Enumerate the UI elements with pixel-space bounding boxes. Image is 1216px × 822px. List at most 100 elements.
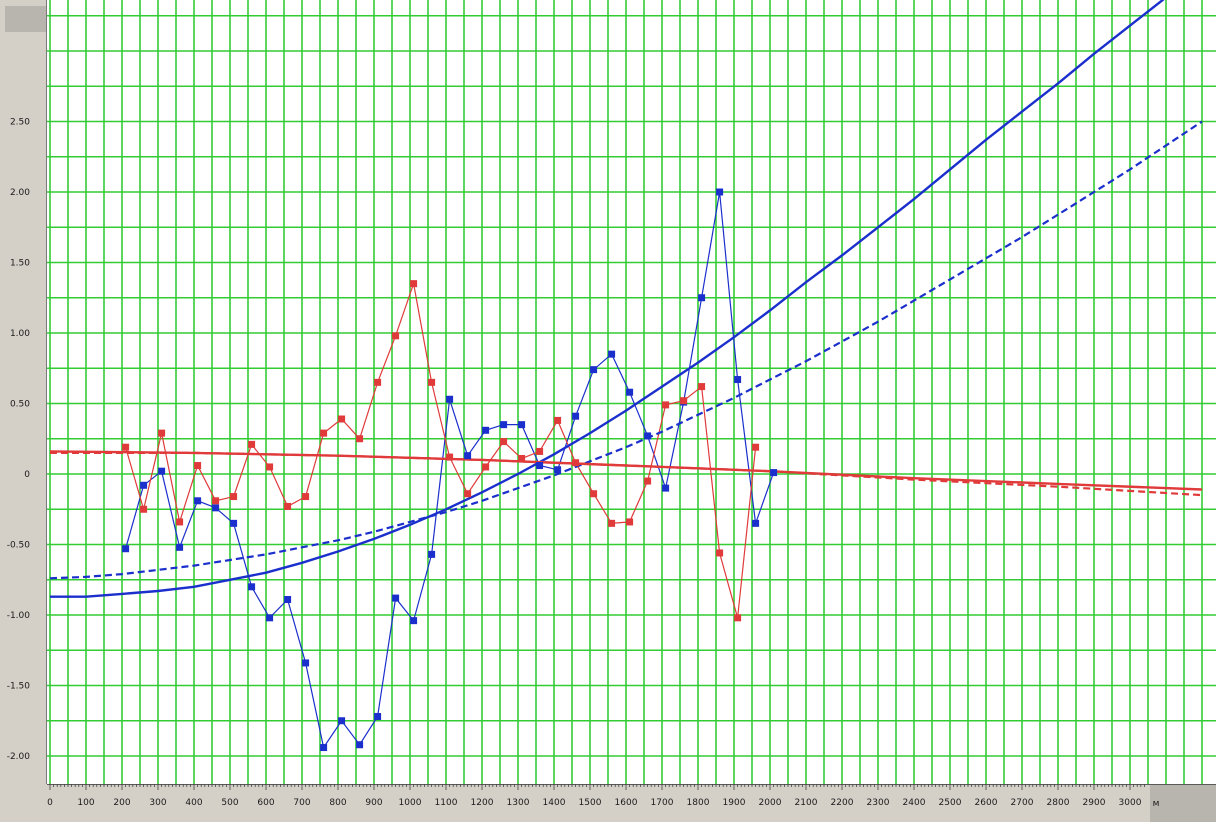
y-tick-label: -1.50 (7, 682, 31, 692)
blue-trend-solid (50, 0, 1165, 598)
marker-layer (122, 188, 778, 752)
y-axis-panel (0, 0, 47, 822)
corner-block (5, 6, 47, 32)
blue-data-point (608, 350, 616, 358)
y-axis-background (0, 0, 47, 822)
red-data-point (518, 454, 526, 462)
red-data-point (230, 493, 238, 501)
x-tick-label: 800 (329, 798, 346, 808)
red-data-point (608, 519, 616, 527)
x-tick-label: 1200 (471, 798, 494, 808)
blue-data-point (734, 376, 742, 384)
x-tick-label: 1900 (723, 798, 746, 808)
x-tick-label: 2600 (975, 798, 998, 808)
x-tick-label: 1800 (687, 798, 710, 808)
x-tick-label: 2500 (939, 798, 962, 808)
blue-data-point (122, 545, 130, 553)
x-tick-label: 100 (77, 798, 94, 808)
red-data-point (176, 518, 184, 526)
blue-data-point (590, 366, 598, 374)
red-data-point (464, 490, 472, 498)
x-tick-label: 2100 (795, 798, 818, 808)
red-data-point (266, 463, 274, 471)
y-tick-label: -1.00 (7, 611, 31, 621)
blue-data-point (230, 519, 238, 527)
red-data-point (158, 429, 166, 437)
blue-data-point (536, 462, 544, 470)
red-data-point (554, 416, 562, 424)
tick-labels: -2.00 -1.50 -1.00 -0.50 0 0.50 1.00 1.50 2.00 2.5… (7, 118, 1160, 810)
blue-data-point (248, 583, 256, 591)
x-tick-label: 2000 (759, 798, 782, 808)
blue-data-point (572, 412, 580, 420)
blue-data-point (428, 550, 436, 558)
blue-data-point (338, 717, 346, 725)
y-tick-label: 0.50 (10, 400, 30, 410)
x-tick-label: 500 (221, 798, 238, 808)
y-tick-label: 1.50 (10, 259, 30, 269)
blue-data-point (662, 484, 670, 492)
red-data-point (374, 378, 382, 386)
x-tick-label: 900 (365, 798, 382, 808)
x-tick-label: 1100 (435, 798, 458, 808)
red-data-point (536, 447, 544, 455)
x-tick-label: 2900 (1083, 798, 1106, 808)
x-axis-panel (47, 784, 1216, 822)
blue-data-point (752, 519, 760, 527)
x-tick-label: 700 (293, 798, 310, 808)
x-tick-label: 2300 (867, 798, 890, 808)
blue-data-point (446, 395, 454, 403)
blue-trend-dashed (49, 120, 1203, 580)
blue-data-point (302, 659, 310, 667)
red-data-point (410, 280, 418, 288)
x-tick-label: 400 (185, 798, 202, 808)
x-tick-label: 1600 (615, 798, 638, 808)
x-tick-label: 0 (47, 798, 53, 808)
red-data-point (644, 477, 652, 485)
blue-data-point (356, 741, 364, 749)
x-axis-background (47, 784, 1216, 822)
x-unit-label: м (1153, 799, 1160, 809)
blue-data-point (482, 426, 490, 434)
y-tick-label: -2.00 (7, 752, 31, 762)
x-tick-label: 1500 (579, 798, 602, 808)
y-tick-label: -0.50 (7, 541, 31, 551)
blue-data-point (626, 388, 634, 396)
red-data-point (680, 397, 688, 405)
y-tick-label: 2.50 (10, 118, 30, 128)
red-data-point (212, 497, 220, 505)
red-data-point (590, 490, 598, 498)
blue-data-point (140, 481, 148, 489)
x-tick-label: 1700 (651, 798, 674, 808)
red-data-point (338, 415, 346, 423)
blue-data-point (644, 432, 652, 440)
red-data-point (284, 502, 292, 510)
blue-data-point (518, 421, 526, 429)
red-data-point (428, 378, 436, 386)
x-tick-label: 1300 (507, 798, 530, 808)
y-tick-label: 1.00 (10, 329, 30, 339)
x-tick-label: 2200 (831, 798, 854, 808)
blue-data-point (194, 497, 202, 505)
blue-data-point (464, 452, 472, 460)
red-data-point (122, 443, 130, 451)
x-tick-label: 600 (257, 798, 274, 808)
red-data-point (662, 401, 670, 409)
blue-data-point (266, 614, 274, 622)
red-data-point (446, 453, 454, 461)
blue-data-point (500, 421, 508, 429)
x-tick-label: 2800 (1047, 798, 1070, 808)
blue-data-point (716, 188, 724, 196)
red-data-point (500, 438, 508, 446)
red-data-point (320, 429, 328, 437)
x-tick-label: 1400 (543, 798, 566, 808)
y-tick-label: 0 (24, 470, 30, 480)
x-tick-label: 3000 (1119, 798, 1142, 808)
blue-data-point (698, 294, 706, 302)
y-tick-label: 2.00 (10, 188, 30, 198)
red-data-point (194, 462, 202, 470)
red-data-point (392, 332, 400, 340)
blue-data-point (410, 617, 418, 625)
corner-block-right (1150, 784, 1216, 822)
